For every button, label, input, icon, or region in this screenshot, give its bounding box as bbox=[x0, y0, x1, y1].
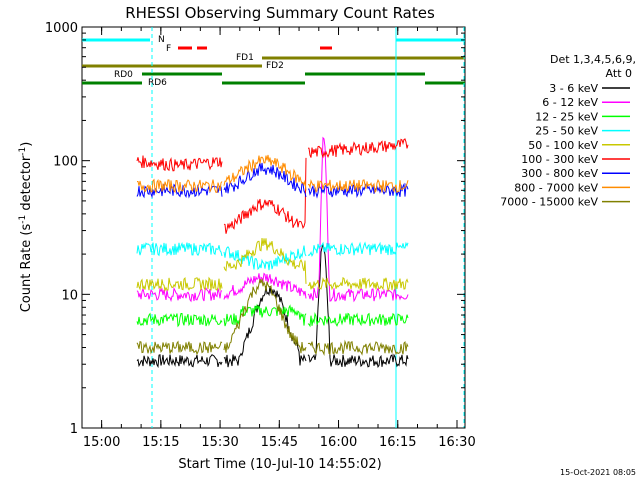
footer-date: 15-Oct-2021 08:05 bbox=[560, 468, 636, 477]
series-lines bbox=[136, 136, 409, 369]
legend-entry: 6 - 12 keV bbox=[542, 96, 598, 109]
y-axis-ticks: 1 10 100 1000 bbox=[45, 21, 465, 437]
x-tick-label: 15:00 bbox=[83, 435, 120, 450]
plot-frame bbox=[81, 26, 466, 429]
legend-entry: 12 - 25 keV bbox=[535, 110, 598, 123]
series-line bbox=[136, 242, 223, 257]
flag-label: FD2 bbox=[266, 61, 284, 71]
series-line bbox=[307, 241, 409, 258]
legend-entry: 7000 - 15000 keV bbox=[500, 196, 598, 209]
flag-label: F bbox=[166, 44, 171, 54]
series-line bbox=[136, 312, 223, 328]
series-line bbox=[307, 243, 409, 369]
legend-entry: 3 - 6 keV bbox=[549, 82, 598, 95]
series-line bbox=[307, 312, 409, 328]
series-line bbox=[307, 182, 409, 199]
series-line bbox=[136, 155, 223, 172]
x-tick-label: 16:30 bbox=[438, 435, 475, 450]
x-tick-label: 15:30 bbox=[201, 435, 238, 450]
series-line bbox=[136, 276, 223, 293]
x-axis-ticks: 15:00 15:15 15:30 15:45 16:00 16:15 16:30 bbox=[83, 27, 476, 450]
flag-label: FD1 bbox=[236, 53, 254, 63]
flag-label: RD0 bbox=[114, 70, 133, 80]
legend-entry: 300 - 800 keV bbox=[521, 167, 598, 180]
series-line bbox=[223, 245, 307, 271]
series-line bbox=[307, 339, 409, 356]
legend-title: Att 0 bbox=[606, 67, 632, 80]
series-line bbox=[136, 354, 223, 369]
legend-entry: 50 - 100 keV bbox=[528, 139, 598, 152]
x-tick-label: 15:45 bbox=[261, 435, 298, 450]
series-line bbox=[223, 238, 307, 284]
chart-title: RHESSI Observing Summary Count Rates bbox=[125, 4, 435, 22]
series-line bbox=[137, 178, 223, 194]
x-tick-label: 15:15 bbox=[142, 435, 179, 450]
series-line bbox=[136, 286, 223, 303]
y-axis-label: Count Rate (s-1 detector-1) bbox=[18, 142, 34, 313]
legend-entry: 800 - 7000 keV bbox=[514, 181, 598, 194]
series-line bbox=[136, 183, 223, 199]
flag-lines: NF FD1 FD2 RD0 RD6 bbox=[82, 27, 465, 428]
series-line bbox=[223, 154, 307, 191]
series-line bbox=[223, 272, 307, 300]
series-line bbox=[223, 162, 307, 198]
legend-entry: 100 - 300 keV bbox=[521, 153, 598, 166]
series-line bbox=[307, 276, 409, 292]
y-tick-label: 10 bbox=[61, 288, 78, 303]
x-axis-label: Start Time (10-Jul-10 14:55:02) bbox=[178, 457, 381, 472]
series-line bbox=[223, 278, 307, 354]
series-line bbox=[136, 340, 223, 356]
series-line bbox=[223, 157, 307, 234]
flag-label: N bbox=[158, 35, 165, 45]
y-tick-label: 100 bbox=[53, 155, 78, 170]
legend-entry: 25 - 50 keV bbox=[535, 125, 598, 138]
x-tick-label: 16:00 bbox=[320, 435, 357, 450]
legend-title: Det 1,3,4,5,6,9, bbox=[550, 53, 636, 66]
series-line bbox=[223, 303, 307, 327]
flag-label: RD6 bbox=[148, 78, 167, 88]
y-tick-label: 1000 bbox=[45, 21, 78, 36]
x-tick-label: 16:15 bbox=[379, 435, 416, 450]
series-line bbox=[307, 179, 409, 194]
y-tick-label: 1 bbox=[70, 422, 78, 437]
series-line bbox=[307, 136, 409, 303]
series-line bbox=[307, 138, 409, 159]
